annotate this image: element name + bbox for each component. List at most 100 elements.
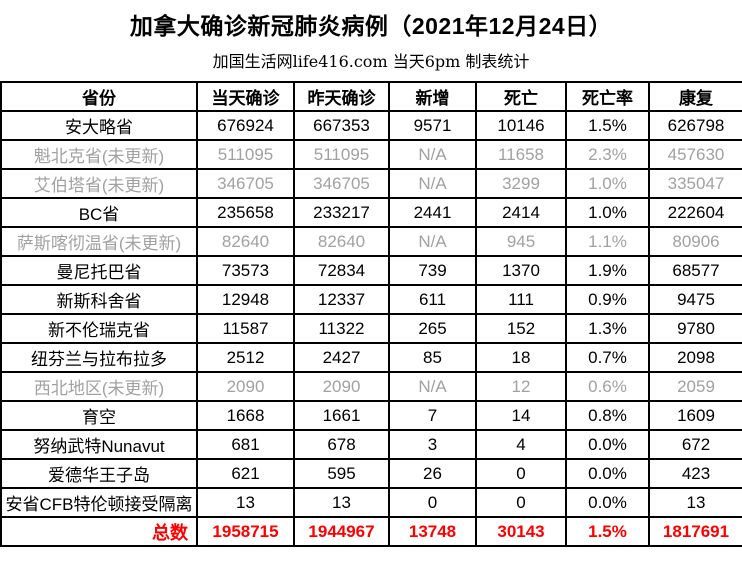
value-cell: 2427 xyxy=(293,342,390,373)
province-name: 西北地区(未更新) xyxy=(0,371,198,402)
province-name: 魁北克省(未更新) xyxy=(0,139,198,170)
value-cell: N/A xyxy=(388,226,477,257)
table-row: 西北地区(未更新) 2090 2090 N/A 12 0.6% 2059 xyxy=(0,371,742,402)
page-title: 加拿大确诊新冠肺炎病例（2021年12月24日） xyxy=(129,13,613,39)
value-cell: 82640 xyxy=(196,226,295,257)
value-cell: 0.0% xyxy=(565,487,650,518)
value-cell: 233217 xyxy=(293,197,390,228)
value-cell: N/A xyxy=(388,139,477,170)
column-header-recovered: 康复 xyxy=(648,81,742,112)
value-cell: 152 xyxy=(475,313,567,344)
value-cell: 72834 xyxy=(293,255,390,286)
value-cell: 0.0% xyxy=(565,458,650,489)
value-cell: 672 xyxy=(648,429,742,460)
province-name: BC省 xyxy=(0,197,198,228)
column-header-province: 省份 xyxy=(0,81,198,112)
table-row: 新斯科舍省 12948 12337 611 111 0.9% 9475 xyxy=(0,284,742,315)
value-cell: 10146 xyxy=(475,110,567,141)
value-cell: 11322 xyxy=(293,313,390,344)
table-row: 曼尼托巴省 73573 72834 739 1370 1.9% 68577 xyxy=(0,255,742,286)
column-header-today-confirmed: 当天确诊 xyxy=(196,81,295,112)
value-cell: 14 xyxy=(475,400,567,431)
province-name: 安大略省 xyxy=(0,110,198,141)
page-subtitle: 加国生活网life416.com 当天6pm 制表统计 xyxy=(212,52,530,71)
value-cell: 335047 xyxy=(648,168,742,199)
province-name: 曼尼托巴省 xyxy=(0,255,198,286)
value-cell: 1817691 xyxy=(648,516,742,547)
value-cell: 26 xyxy=(388,458,477,489)
value-cell: 346705 xyxy=(293,168,390,199)
total-label: 总数 xyxy=(0,516,198,547)
table-row: 安省CFB特伦顿接受隔离 13 13 0 0 0.0% 13 xyxy=(0,487,742,518)
column-header-new-cases: 新增 xyxy=(388,81,477,112)
value-cell: 0 xyxy=(475,458,567,489)
column-header-deaths: 死亡 xyxy=(475,81,567,112)
value-cell: 30143 xyxy=(475,516,567,547)
value-cell: 4 xyxy=(475,429,567,460)
column-header-yesterday-confirmed: 昨天确诊 xyxy=(293,81,390,112)
value-cell: 7 xyxy=(388,400,477,431)
value-cell: 11658 xyxy=(475,139,567,170)
value-cell: 457630 xyxy=(648,139,742,170)
value-cell: 667353 xyxy=(293,110,390,141)
province-name: 新斯科舍省 xyxy=(0,284,198,315)
value-cell: 73573 xyxy=(196,255,295,286)
value-cell: 611 xyxy=(388,284,477,315)
value-cell: 12337 xyxy=(293,284,390,315)
value-cell: 2090 xyxy=(196,371,295,402)
value-cell: 13 xyxy=(648,487,742,518)
value-cell: 1.5% xyxy=(565,516,650,547)
value-cell: 11587 xyxy=(196,313,295,344)
value-cell: 85 xyxy=(388,342,477,373)
value-cell: 1370 xyxy=(475,255,567,286)
value-cell: 222604 xyxy=(648,197,742,228)
value-cell: 12948 xyxy=(196,284,295,315)
value-cell: 2512 xyxy=(196,342,295,373)
province-name: 新不伦瑞克省 xyxy=(0,313,198,344)
value-cell: 678 xyxy=(293,429,390,460)
value-cell: 511095 xyxy=(196,139,295,170)
value-cell: 9475 xyxy=(648,284,742,315)
province-name: 育空 xyxy=(0,400,198,431)
value-cell: 1609 xyxy=(648,400,742,431)
value-cell: N/A xyxy=(388,371,477,402)
value-cell: N/A xyxy=(388,168,477,199)
value-cell: 0.0% xyxy=(565,429,650,460)
column-header-death-rate: 死亡率 xyxy=(565,81,650,112)
table-row: 艾伯塔省(未更新) 346705 346705 N/A 3299 1.0% 335047 xyxy=(0,168,742,199)
province-name: 艾伯塔省(未更新) xyxy=(0,168,198,199)
province-name: 萨斯喀彻温省(未更新) xyxy=(0,226,198,257)
value-cell: 2.3% xyxy=(565,139,650,170)
value-cell: 3299 xyxy=(475,168,567,199)
table-row: BC省 235658 233217 2441 2414 1.0% 222604 xyxy=(0,197,742,228)
value-cell: 13 xyxy=(196,487,295,518)
value-cell: 1.0% xyxy=(565,168,650,199)
value-cell: 595 xyxy=(293,458,390,489)
table-row: 努纳武特Nunavut 681 678 3 4 0.0% 672 xyxy=(0,429,742,460)
value-cell: 13748 xyxy=(388,516,477,547)
covid-stats-table: 省份 当天确诊 昨天确诊 新增 死亡 死亡率 康复 安大略省 676924 6673… xyxy=(0,81,742,547)
value-cell: 511095 xyxy=(293,139,390,170)
value-cell: 423 xyxy=(648,458,742,489)
value-cell: 0.8% xyxy=(565,400,650,431)
table-row: 萨斯喀彻温省(未更新) 82640 82640 N/A 945 1.1% 80906 xyxy=(0,226,742,257)
value-cell: 9780 xyxy=(648,313,742,344)
value-cell: 18 xyxy=(475,342,567,373)
value-cell: 2441 xyxy=(388,197,477,228)
table-row: 魁北克省(未更新) 511095 511095 N/A 11658 2.3% 457630 xyxy=(0,139,742,170)
value-cell: 265 xyxy=(388,313,477,344)
value-cell: 1.0% xyxy=(565,197,650,228)
value-cell: 80906 xyxy=(648,226,742,257)
table-body: 安大略省 676924 667353 9571 10146 1.5% 626798 魁北克省(… xyxy=(0,110,742,547)
value-cell: 13 xyxy=(293,487,390,518)
value-cell: 945 xyxy=(475,226,567,257)
value-cell: 3 xyxy=(388,429,477,460)
value-cell: 681 xyxy=(196,429,295,460)
province-name: 努纳武特Nunavut xyxy=(0,429,198,460)
table-row: 新不伦瑞克省 11587 11322 265 152 1.3% 9780 xyxy=(0,313,742,344)
value-cell: 2098 xyxy=(648,342,742,373)
value-cell: 1944967 xyxy=(293,516,390,547)
table-row: 纽芬兰与拉布拉多 2512 2427 85 18 0.7% 2098 xyxy=(0,342,742,373)
province-name: 安省CFB特伦顿接受隔离 xyxy=(0,487,198,518)
